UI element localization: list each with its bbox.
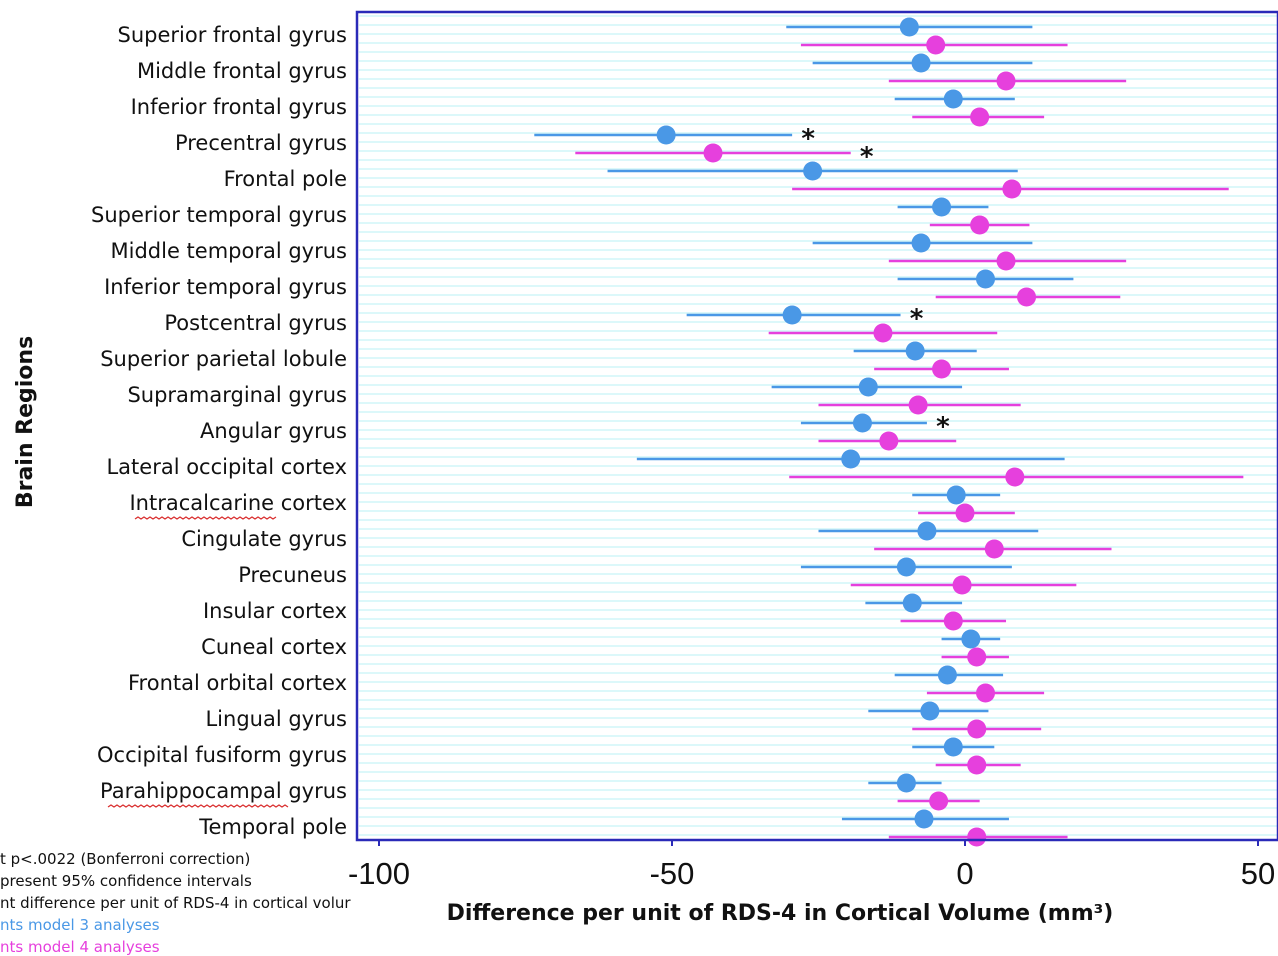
region-label: Superior frontal gyrus xyxy=(118,23,348,47)
region-label: Cuneal cortex xyxy=(201,635,347,659)
x-tick-label: -50 xyxy=(650,856,695,891)
point-model4 xyxy=(929,791,949,811)
region-label: Temporal pole xyxy=(198,815,347,839)
point-model3 xyxy=(917,521,937,541)
point-model4 xyxy=(970,215,990,235)
legend-line: nt difference per unit of RDS-4 in corti… xyxy=(0,894,351,912)
x-tick-label: -100 xyxy=(348,856,410,891)
point-model3 xyxy=(943,89,963,109)
y-axis-title: Brain Regions xyxy=(13,336,38,508)
spellcheck-underlines xyxy=(107,516,289,808)
region-label: Frontal orbital cortex xyxy=(128,671,347,695)
region-label: Angular gyrus xyxy=(200,419,347,443)
point-model4 xyxy=(873,323,893,343)
region-label: Precuneus xyxy=(238,563,347,587)
point-model4 xyxy=(943,611,963,631)
point-model3 xyxy=(656,125,676,145)
legend-line: nts model 3 analyses xyxy=(0,916,160,934)
point-model4 xyxy=(970,107,990,127)
region-label: Frontal pole xyxy=(224,167,347,191)
point-model3 xyxy=(920,701,940,721)
significance-star: * xyxy=(936,412,950,442)
spellcheck-squiggle xyxy=(107,804,289,808)
point-model4 xyxy=(1005,467,1025,487)
point-model4 xyxy=(967,827,987,847)
region-label: Inferior frontal gyrus xyxy=(131,95,347,119)
point-model3 xyxy=(902,593,922,613)
region-label: Parahippocampal gyrus xyxy=(100,779,347,803)
plot-frame xyxy=(355,10,1278,842)
region-label: Precentral gyrus xyxy=(175,131,347,155)
point-estimates xyxy=(656,17,1037,847)
region-label: Superior parietal lobule xyxy=(100,347,347,371)
point-model4 xyxy=(967,719,987,739)
legend-line: present 95% confidence intervals xyxy=(0,872,252,890)
point-model3 xyxy=(914,809,934,829)
significance-star: * xyxy=(801,124,815,154)
point-model3 xyxy=(905,341,925,361)
point-model4 xyxy=(952,575,972,595)
x-tick-label: 50 xyxy=(1241,856,1275,891)
region-label: Middle frontal gyrus xyxy=(137,59,347,83)
significance-markers: * * * * xyxy=(801,124,950,442)
point-model4 xyxy=(984,539,1004,559)
point-model4 xyxy=(976,683,996,703)
point-model3 xyxy=(782,305,802,325)
x-axis: -100 -50 0 50 xyxy=(348,840,1275,891)
point-model4 xyxy=(996,71,1016,91)
legend-line: t p<.0022 (Bonferroni correction) xyxy=(0,850,250,868)
region-label: Insular cortex xyxy=(203,599,347,623)
region-labels: Superior frontal gyrus Middle frontal gyr… xyxy=(91,23,347,839)
point-model3 xyxy=(911,233,931,253)
point-model3 xyxy=(932,197,952,217)
legend: t p<.0022 (Bonferroni correction) present… xyxy=(0,850,351,956)
point-model3 xyxy=(961,629,981,649)
point-model3 xyxy=(852,413,872,433)
legend-line: nts model 4 analyses xyxy=(0,938,160,956)
point-model4 xyxy=(932,359,952,379)
point-model4 xyxy=(879,431,899,451)
point-model4 xyxy=(955,503,975,523)
region-label: Intracalcarine cortex xyxy=(129,491,347,515)
x-axis-title: Difference per unit of RDS-4 in Cortical… xyxy=(447,901,1114,926)
point-model3 xyxy=(896,557,916,577)
point-model4 xyxy=(703,143,723,163)
point-model4 xyxy=(1002,179,1022,199)
point-model3 xyxy=(841,449,861,469)
region-label: Inferior temporal gyrus xyxy=(104,275,347,299)
point-model3 xyxy=(803,161,823,181)
region-label: Middle temporal gyrus xyxy=(111,239,348,263)
point-model3 xyxy=(899,17,919,37)
point-model3 xyxy=(896,773,916,793)
region-label: Lateral occipital cortex xyxy=(106,455,347,479)
region-label: Postcentral gyrus xyxy=(164,311,347,335)
point-model3 xyxy=(937,665,957,685)
point-model3 xyxy=(943,737,963,757)
point-model3 xyxy=(976,269,996,289)
gridlines xyxy=(359,15,1278,836)
point-model4 xyxy=(926,35,946,55)
region-label: Occipital fusiform gyrus xyxy=(97,743,347,767)
point-model4 xyxy=(908,395,928,415)
point-model4 xyxy=(1017,287,1037,307)
point-model3 xyxy=(911,53,931,73)
significance-star: * xyxy=(910,304,924,334)
region-label: Superior temporal gyrus xyxy=(91,203,347,227)
region-label: Supramarginal gyrus xyxy=(127,383,347,407)
point-model3 xyxy=(858,377,878,397)
x-tick-label: 0 xyxy=(956,856,973,891)
point-model4 xyxy=(967,647,987,667)
region-label: Lingual gyrus xyxy=(205,707,347,731)
region-label: Cingulate gyrus xyxy=(181,527,347,551)
point-model4 xyxy=(996,251,1016,271)
spellcheck-squiggle xyxy=(134,516,277,520)
point-model4 xyxy=(967,755,987,775)
point-model3 xyxy=(946,485,966,505)
significance-star: * xyxy=(860,142,874,172)
